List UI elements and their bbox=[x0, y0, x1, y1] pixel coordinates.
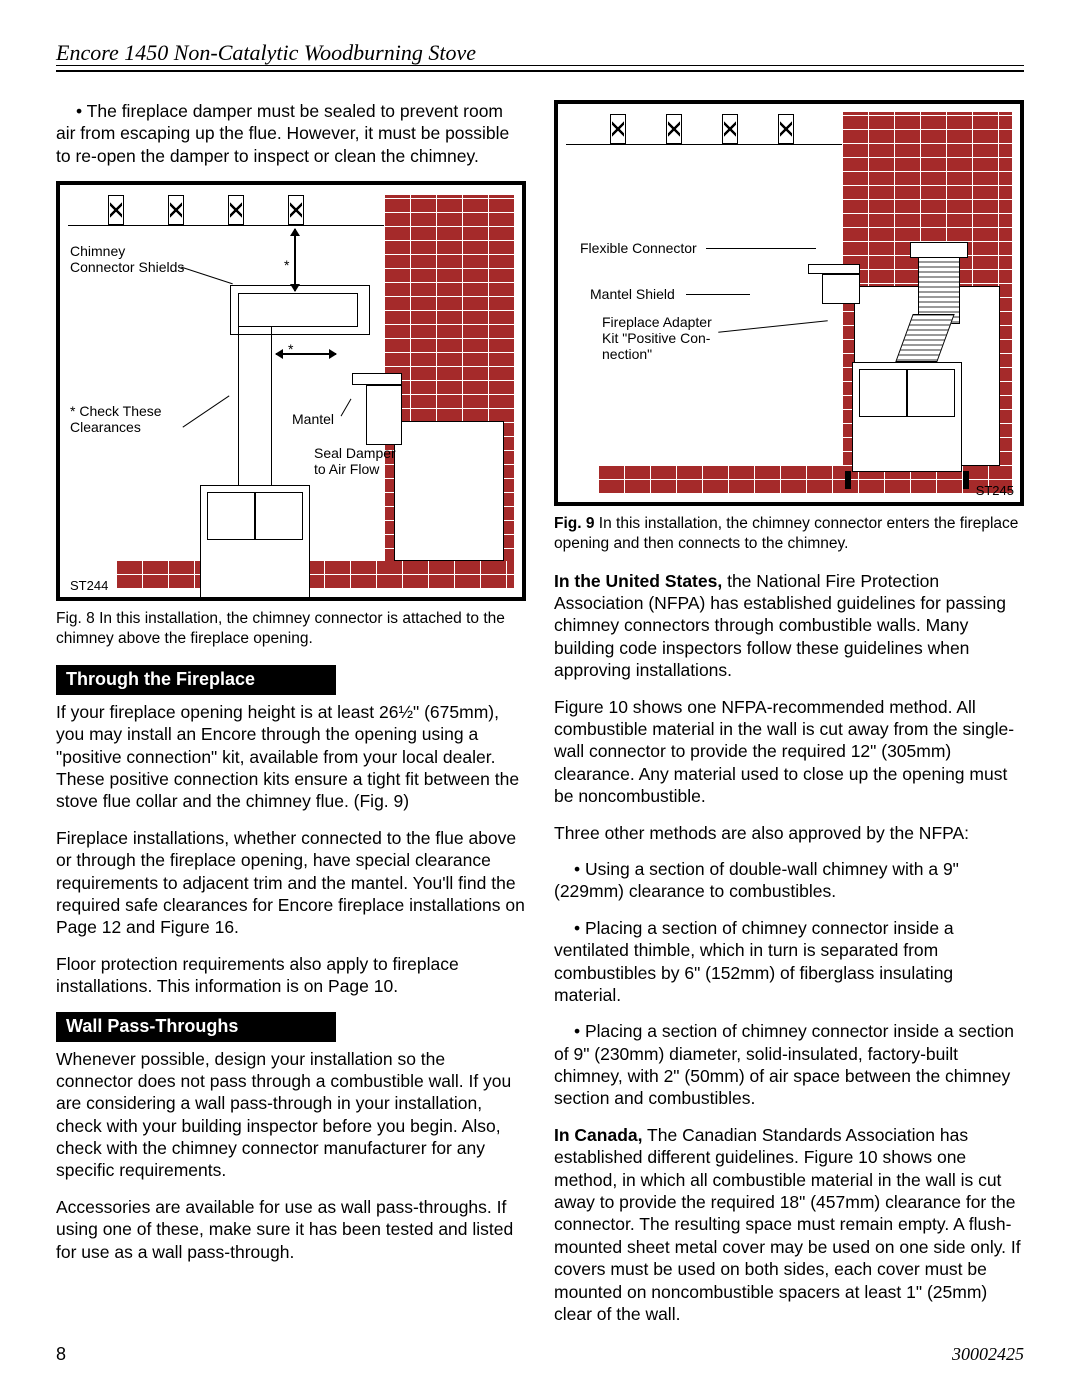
right-p1-bold: In the United States, bbox=[554, 571, 722, 591]
two-column-layout: • The fireplace damper must be sealed to… bbox=[56, 100, 1024, 1339]
right-p4-rest: The Canadian Standards Association has e… bbox=[554, 1125, 1021, 1324]
figure-9-caption: Fig. 9 In this installation, the chimney… bbox=[554, 514, 1024, 554]
fig8-label-seal: Seal Damper to Air Flow bbox=[314, 445, 396, 477]
right-p1: In the United States, the National Fire … bbox=[554, 570, 1024, 682]
fig8-label-shields: Chimney Connector Shields bbox=[70, 243, 184, 275]
document-number: 30002425 bbox=[952, 1344, 1024, 1365]
right-p4-bold: In Canada, bbox=[554, 1125, 643, 1145]
page-header-title: Encore 1450 Non-Catalytic Woodburning St… bbox=[56, 40, 1024, 66]
fig8-label-check: * Check These Clearances bbox=[70, 403, 162, 435]
fig8-code: ST244 bbox=[70, 578, 108, 593]
fig9-caption-rest: In this installation, the chimney connec… bbox=[554, 515, 1018, 552]
fig9-label-flex: Flexible Connector bbox=[580, 240, 697, 256]
fig9-caption-bold: Fig. 9 bbox=[554, 515, 594, 532]
wall-pass-p1: Whenever possible, design your installat… bbox=[56, 1048, 526, 1182]
figure-8: * * Chimney Connector Shields * Check Th… bbox=[56, 181, 526, 601]
page-number: 8 bbox=[56, 1344, 66, 1365]
section-wall-pass-head: Wall Pass-Throughs bbox=[56, 1012, 336, 1042]
section-through-fireplace-head: Through the Fireplace bbox=[56, 665, 336, 695]
page-footer: 8 30002425 bbox=[56, 1344, 1024, 1365]
wall-pass-p2: Accessories are available for use as wal… bbox=[56, 1196, 526, 1263]
fig8-label-mantel: Mantel bbox=[292, 411, 334, 427]
right-bullet-3: • Placing a section of chimney connector… bbox=[554, 1020, 1024, 1110]
fig9-label-adapter: Fireplace Adapter Kit "Positive Con- nec… bbox=[602, 314, 712, 362]
figure-8-caption: Fig. 8 In this installation, the chimney… bbox=[56, 609, 526, 649]
left-column: • The fireplace damper must be sealed to… bbox=[56, 100, 526, 1339]
intro-bullet: • The fireplace damper must be sealed to… bbox=[56, 100, 526, 167]
fig9-label-mantel-shield: Mantel Shield bbox=[590, 286, 675, 302]
header-rule bbox=[56, 70, 1024, 72]
right-p4: In Canada, The Canadian Standards Associ… bbox=[554, 1124, 1024, 1326]
through-fireplace-p3: Floor protection requirements also apply… bbox=[56, 953, 526, 998]
through-fireplace-p2: Fireplace installations, whether connect… bbox=[56, 827, 526, 939]
right-column: Flexible Connector Mantel Shield Firepla… bbox=[554, 100, 1024, 1339]
right-p2: Figure 10 shows one NFPA-recommended met… bbox=[554, 696, 1024, 808]
right-bullet-2: • Placing a section of chimney connector… bbox=[554, 917, 1024, 1007]
right-p3: Three other methods are also approved by… bbox=[554, 822, 1024, 844]
through-fireplace-p1: If your fireplace opening height is at l… bbox=[56, 701, 526, 813]
right-bullet-1: • Using a section of double-wall chimney… bbox=[554, 858, 1024, 903]
fig9-code: ST245 bbox=[976, 483, 1014, 498]
figure-9: Flexible Connector Mantel Shield Firepla… bbox=[554, 100, 1024, 506]
